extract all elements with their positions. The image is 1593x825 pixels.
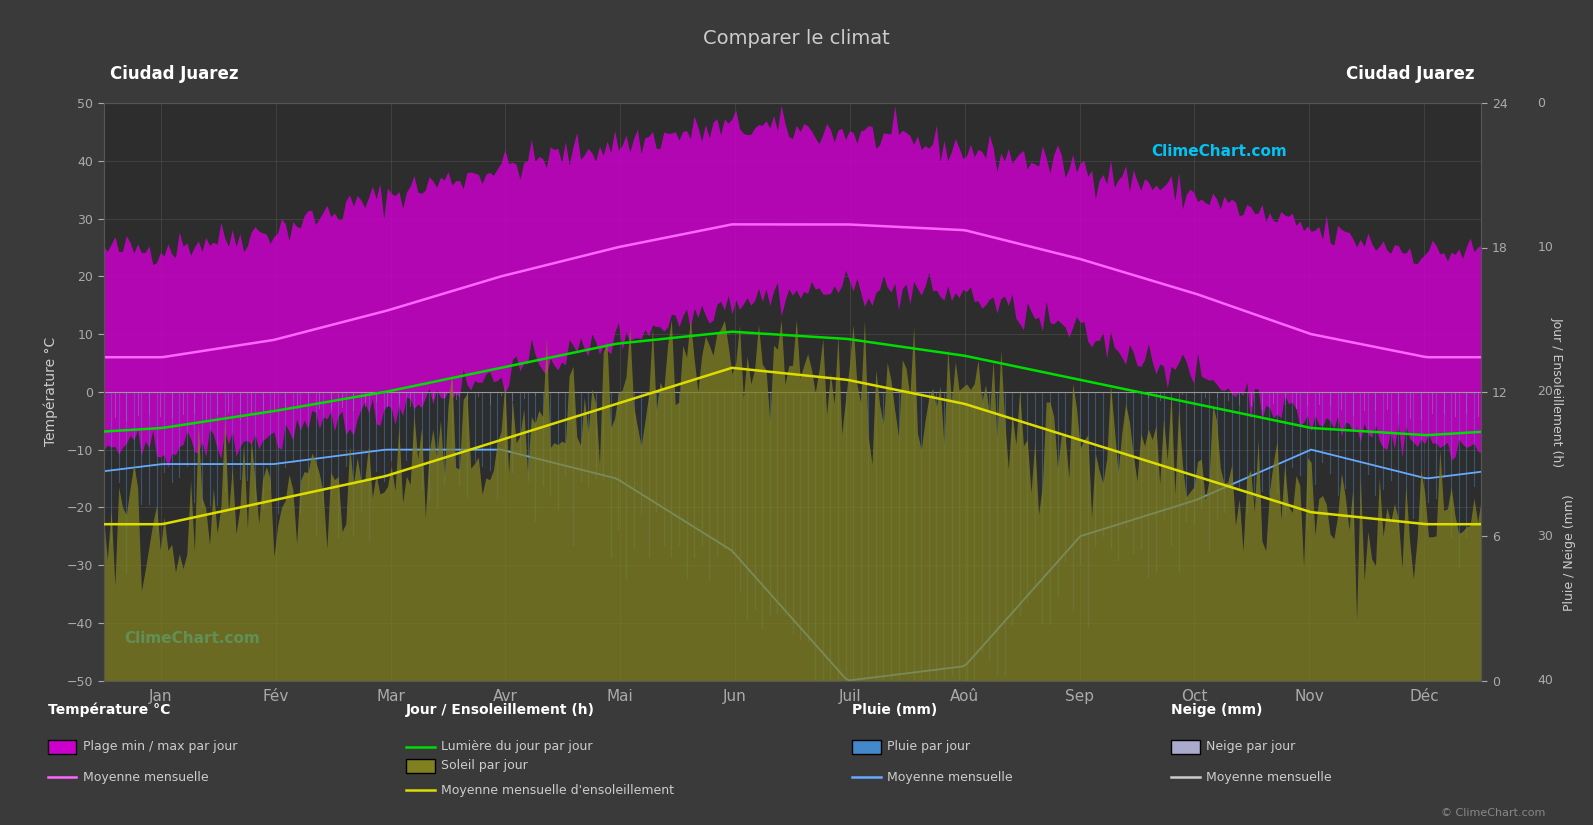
- Text: Moyenne mensuelle d'ensoleillement: Moyenne mensuelle d'ensoleillement: [441, 784, 674, 797]
- Text: © ClimeChart.com: © ClimeChart.com: [1440, 808, 1545, 818]
- Text: Moyenne mensuelle: Moyenne mensuelle: [83, 771, 209, 784]
- Text: Lumière du jour par jour: Lumière du jour par jour: [441, 740, 593, 753]
- Text: Ciudad Juarez: Ciudad Juarez: [1346, 65, 1475, 83]
- Text: 20: 20: [1537, 385, 1553, 398]
- Y-axis label: Température °C: Température °C: [43, 337, 59, 446]
- Text: Pluie par jour: Pluie par jour: [887, 740, 970, 753]
- Text: ClimeChart.com: ClimeChart.com: [1150, 144, 1287, 158]
- Text: Neige par jour: Neige par jour: [1206, 740, 1295, 753]
- Text: Pluie / Neige (mm): Pluie / Neige (mm): [1563, 494, 1575, 611]
- Text: Température °C: Température °C: [48, 702, 170, 717]
- Text: Neige (mm): Neige (mm): [1171, 703, 1262, 717]
- Text: Ciudad Juarez: Ciudad Juarez: [110, 65, 239, 83]
- Text: Moyenne mensuelle: Moyenne mensuelle: [887, 771, 1013, 784]
- Text: 40: 40: [1537, 674, 1553, 687]
- Y-axis label: Jour / Ensoleillement (h): Jour / Ensoleillement (h): [1550, 317, 1563, 467]
- Text: ClimeChart.com: ClimeChart.com: [124, 631, 260, 646]
- Text: 30: 30: [1537, 530, 1553, 543]
- Text: 10: 10: [1537, 241, 1553, 254]
- Text: Comparer le climat: Comparer le climat: [703, 29, 890, 48]
- Text: 0: 0: [1537, 97, 1545, 110]
- Text: Soleil par jour: Soleil par jour: [441, 759, 527, 772]
- Text: Moyenne mensuelle: Moyenne mensuelle: [1206, 771, 1332, 784]
- Text: Pluie (mm): Pluie (mm): [852, 703, 938, 717]
- Text: Jour / Ensoleillement (h): Jour / Ensoleillement (h): [406, 703, 596, 717]
- Text: Plage min / max par jour: Plage min / max par jour: [83, 740, 237, 753]
